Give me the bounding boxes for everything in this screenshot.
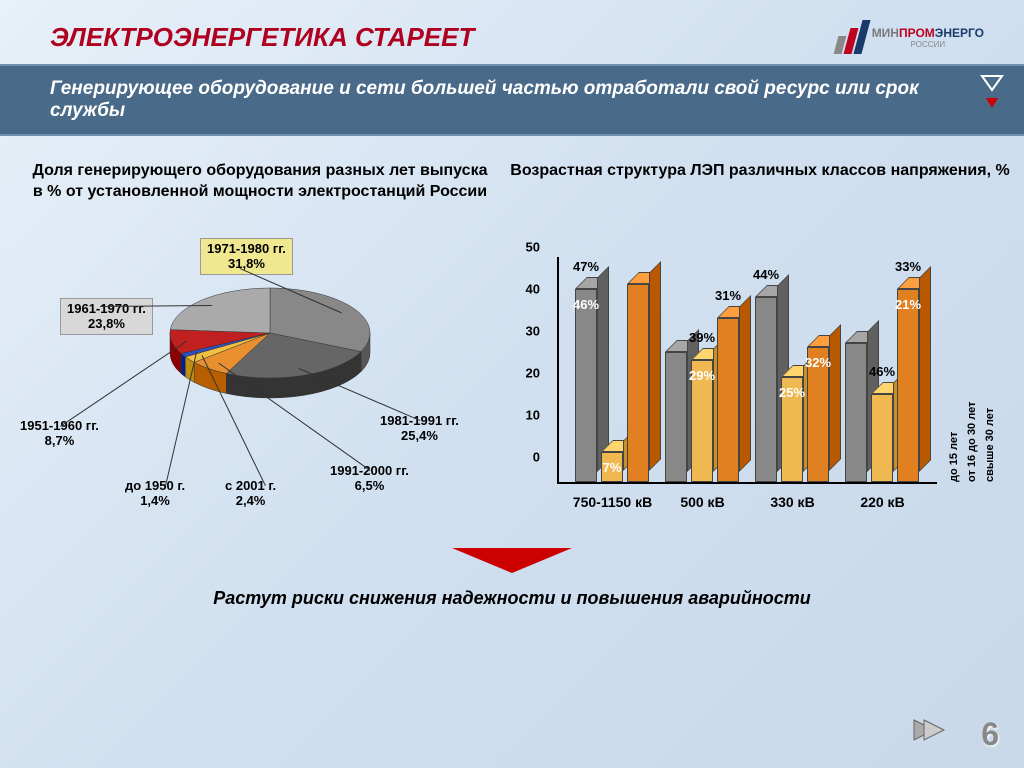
bar-value-inside: 46%	[572, 297, 600, 312]
bar-value-inside: 25%	[778, 385, 806, 400]
x-category: 500 кВ	[660, 494, 745, 510]
bar-value-top: 44%	[753, 267, 779, 282]
pie-slice-label: 1981-1991 гг.25,4%	[380, 413, 459, 444]
subtitle-bar: Генерирующее оборудование и сети большей…	[0, 64, 1024, 136]
bar-legend-item: свыше 30 лет	[984, 372, 996, 482]
bar-value-top: 33%	[895, 259, 921, 274]
slide-title: ЭЛЕКТРОЭНЕРГЕТИКА СТАРЕЕТ	[50, 22, 474, 53]
bar-legend-item: до 15 лет	[948, 372, 960, 482]
x-category: 220 кВ	[840, 494, 925, 510]
logo-min: МИН	[872, 26, 899, 40]
x-category: 750-1150 кВ	[570, 494, 655, 510]
pie-slice-label: 1951-1960 гг.8,7%	[20, 418, 99, 449]
pie-slice-label: до 1950 г.1,4%	[125, 478, 185, 509]
bar-value-inside: 7%	[598, 460, 626, 475]
footer-text: Растут риски снижения надежности и повыш…	[50, 588, 974, 609]
bar-chart: 0 10 20 30 40 50 47% 46% 7% 39% 29% 31% 44% 25% 32% 46…	[510, 197, 1010, 537]
pie-chart: 1971-1980 гг.31,8%1961-1970 гг.23,8%1951…	[30, 218, 490, 538]
logo-prom: ПРОМ	[899, 26, 935, 40]
y-tick: 40	[526, 281, 540, 296]
logo-energo: ЭНЕРГО	[935, 26, 984, 40]
bar-value-inside: 32%	[804, 355, 832, 370]
logo-sub: РОССИИ	[872, 40, 984, 49]
page-number: 6	[981, 716, 999, 753]
bar-value-inside: 29%	[688, 368, 716, 383]
bar-value-top: 46%	[869, 364, 895, 379]
arrow-down-icon	[452, 548, 572, 573]
y-tick: 10	[526, 407, 540, 422]
bar-value-top: 39%	[689, 330, 715, 345]
logo: МИНПРОМЭНЕРГО РОССИИ	[836, 20, 984, 54]
bar-value-top: 47%	[573, 259, 599, 274]
pie-slice-label: 1961-1970 гг.23,8%	[60, 298, 153, 335]
bar-value-inside: 21%	[894, 297, 922, 312]
pie-title: Доля генерирующего оборудования разных л…	[30, 161, 490, 203]
y-tick: 0	[533, 449, 540, 464]
y-tick: 50	[526, 239, 540, 254]
bar-legend-item: от 16 до 30 лет	[966, 372, 978, 482]
pie-slice-label: с 2001 г.2,4%	[225, 478, 276, 509]
bar-value-top: 31%	[715, 288, 741, 303]
nav-next-icon[interactable]	[909, 715, 949, 750]
bar-title: Возрастная структура ЛЭП различных класс…	[510, 161, 1009, 182]
y-tick: 20	[526, 365, 540, 380]
pie-slice-label: 1971-1980 гг.31,8%	[200, 238, 293, 275]
y-tick: 30	[526, 323, 540, 338]
x-category: 330 кВ	[750, 494, 835, 510]
pie-slice-label: 1991-2000 гг.6,5%	[330, 463, 409, 494]
